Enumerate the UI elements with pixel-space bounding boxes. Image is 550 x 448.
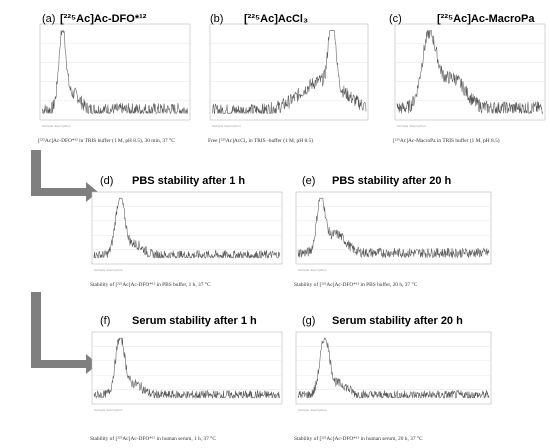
panel-title: PBS stability after 1 h xyxy=(132,175,245,187)
chromatogram-trace xyxy=(297,337,490,399)
panel-caption: Stability of [²²⁵Ac]Ac-DFO*¹² in human s… xyxy=(90,435,216,442)
panel-title: [²²⁵Ac]AcCl₃ xyxy=(244,13,308,25)
chromatogram-trace xyxy=(396,30,544,115)
chromatogram-trace xyxy=(297,197,490,259)
sample-description-label: Sample description xyxy=(298,268,327,272)
sample-description-label: Sample description xyxy=(212,124,241,128)
panel-letter: (d) xyxy=(100,175,113,187)
chromatogram-frame xyxy=(39,23,191,121)
panel-letter: (f) xyxy=(100,315,110,327)
sample-description-label: Sample description xyxy=(298,408,327,412)
chromatogram-trace xyxy=(93,197,281,259)
panels-layer: Sample description (a) [²²⁵Ac]Ac-DFO*¹² [²²… xyxy=(38,13,546,442)
chromatogram-trace xyxy=(41,29,188,115)
panel-title: Serum stability after 1 h xyxy=(132,315,257,327)
arrow-to-serum-row xyxy=(31,292,98,374)
panel-g: Sample description (g) Serum stability aft… xyxy=(294,315,492,442)
panel-caption: Stability of [²²⁵Ac]Ac-DFO*¹² in PBS buf… xyxy=(90,281,211,288)
chromatogram-frame xyxy=(91,191,283,265)
panel-caption: [²²⁵Ac]Ac-MacroPa in TRIS buffer (1 M, p… xyxy=(393,137,500,144)
panel-title: [²²⁵Ac]Ac-MacroPa xyxy=(437,13,535,25)
panel-letter: (e) xyxy=(302,175,315,187)
panel-title: Serum stability after 20 h xyxy=(332,315,463,327)
panel-b: Sample description (b) [²²⁵Ac]AcCl₃ Free [²… xyxy=(208,13,369,144)
panel-d: Sample description (d) PBS stability after… xyxy=(90,175,283,288)
panel-e: Sample description (e) PBS stability after… xyxy=(294,175,492,288)
panel-letter: (a) xyxy=(42,13,55,25)
chromatogram-trace xyxy=(93,337,280,399)
arrow-to-pbs-row xyxy=(31,150,98,202)
sample-description-label: Sample description xyxy=(42,124,71,128)
panel-title: [²²⁵Ac]Ac-DFO*¹² xyxy=(60,13,147,25)
sample-description-label: Sample description xyxy=(94,268,123,272)
chromatogram-trace xyxy=(211,30,367,115)
panel-letter: (c) xyxy=(389,13,402,25)
panel-a: Sample description (a) [²²⁵Ac]Ac-DFO*¹² [²²… xyxy=(38,13,191,144)
panel-caption: [²²⁵Ac]Ac-DFO*¹² in TRIS buffer (1 M, pH… xyxy=(38,137,175,144)
panel-caption: Free [²²⁵Ac]AcCl₃ in TRIS -buffer (1 M, … xyxy=(208,137,313,144)
panel-letter: (g) xyxy=(302,315,315,327)
chromatogram-frame xyxy=(295,331,492,405)
sample-description-label: Sample description xyxy=(397,124,426,128)
panel-c: Sample description (c) [²²⁵Ac]Ac-MacroPa [²… xyxy=(389,13,546,144)
panel-caption: Stability of [²²⁵Ac]Ac-DFO*¹² in PBS buf… xyxy=(294,281,418,288)
panel-caption: Stability of [²²⁵Ac]Ac-DFO*¹² in human s… xyxy=(294,435,423,442)
panel-f: Sample description (f) Serum stability aft… xyxy=(90,315,283,442)
panel-letter: (b) xyxy=(210,13,223,25)
sample-description-label: Sample description xyxy=(94,408,123,412)
panel-title: PBS stability after 20 h xyxy=(332,175,451,187)
